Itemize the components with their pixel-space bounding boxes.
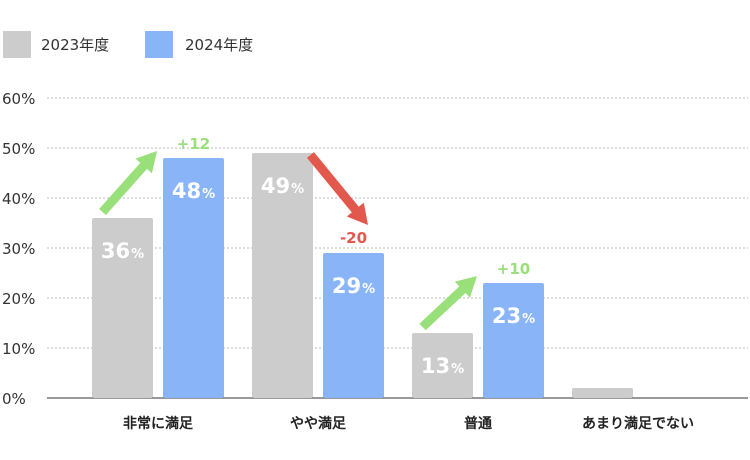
arrow-shape bbox=[419, 276, 477, 331]
y-tick-label: 0% bbox=[2, 390, 26, 408]
bar bbox=[252, 153, 313, 398]
change-label: +10 bbox=[497, 260, 530, 278]
y-tick-label: 50% bbox=[2, 140, 35, 158]
bar-value-label: 48% bbox=[172, 179, 215, 203]
y-tick-label: 10% bbox=[2, 340, 35, 358]
bar-value-label: 36% bbox=[101, 239, 144, 263]
y-tick-label: 20% bbox=[2, 290, 35, 308]
y-axis: 0% 10% 20% 30% 40% 50% 60% bbox=[2, 90, 35, 408]
legend-label-2024: 2024年度 bbox=[185, 36, 253, 54]
category-label: 普通 bbox=[464, 415, 492, 432]
bar bbox=[412, 333, 473, 398]
bar-value-label: 29% bbox=[332, 274, 375, 298]
legend-swatch-2024 bbox=[145, 31, 173, 58]
change-label: -20 bbox=[340, 229, 367, 247]
legend-swatch-2023 bbox=[3, 31, 31, 58]
x-axis: 非常に満足 やや満足 普通 あまり満足でない bbox=[123, 415, 694, 432]
y-tick-label: 60% bbox=[2, 90, 35, 108]
category-label: 非常に満足 bbox=[123, 415, 194, 432]
change-arrow bbox=[307, 152, 368, 225]
bar-value-label: 23% bbox=[492, 304, 535, 328]
bar bbox=[572, 388, 633, 398]
arrow-shape bbox=[99, 151, 157, 215]
bar bbox=[92, 218, 153, 398]
change-arrow bbox=[99, 151, 157, 215]
bar-value-label: 49% bbox=[261, 174, 304, 198]
change-arrow bbox=[419, 276, 477, 331]
bar bbox=[163, 158, 224, 398]
bar-value-label: 13% bbox=[421, 354, 464, 378]
arrow-shape bbox=[307, 152, 368, 225]
category-label: あまり満足でない bbox=[582, 415, 694, 432]
change-label: +12 bbox=[177, 135, 210, 153]
change-arrows: +12 -20 +10 bbox=[99, 135, 530, 331]
category-label: やや満足 bbox=[290, 415, 347, 432]
bar bbox=[483, 283, 544, 398]
legend: 2023年度 2024年度 bbox=[3, 31, 253, 58]
bars bbox=[92, 153, 633, 398]
legend-label-2023: 2023年度 bbox=[41, 36, 109, 54]
bar-labels: 36% 48% 49% 29% 13% 23% bbox=[101, 174, 535, 378]
y-tick-label: 40% bbox=[2, 190, 35, 208]
bar bbox=[323, 253, 384, 398]
y-tick-label: 30% bbox=[2, 240, 35, 258]
